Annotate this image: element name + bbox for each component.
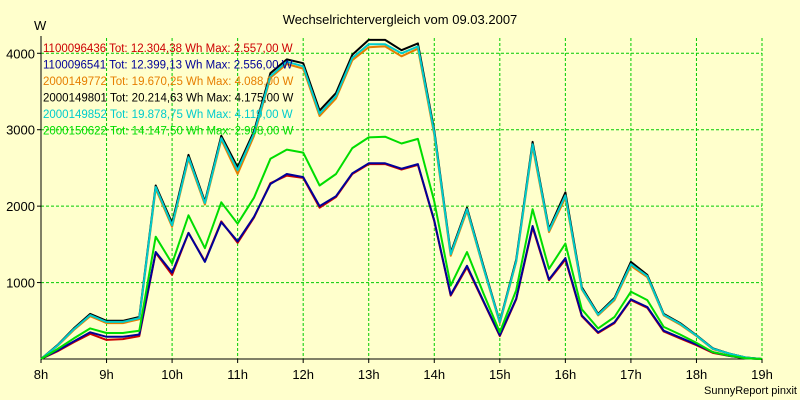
series-line-1100096541 bbox=[40, 162, 763, 360]
x-tick-label: 18h bbox=[686, 367, 708, 382]
x-tick-label: 13h bbox=[358, 367, 380, 382]
legend-entry-2000149852: 2000149852 Tot: 19.878,75 Wh Max: 4.119,… bbox=[43, 109, 293, 121]
x-tick-label: 8h bbox=[34, 367, 48, 382]
series-line-2000150622 bbox=[40, 135, 763, 360]
x-tick-label: 17h bbox=[620, 367, 642, 382]
x-tick-label: 10h bbox=[161, 367, 183, 382]
footer-credit: SunnyReport pinxit bbox=[704, 385, 797, 397]
x-tick-label: 19h bbox=[751, 367, 773, 382]
series-line-2000149852 bbox=[40, 43, 763, 360]
legend: 1100096436 Tot: 12.304,38 Wh Max: 2.557,… bbox=[43, 43, 294, 138]
legend-entry-2000150622: 2000150622 Tot: 14.147,50 Wh Max: 2.908,… bbox=[43, 126, 294, 138]
x-tick-label: 12h bbox=[292, 367, 314, 382]
x-tick-label: 14h bbox=[423, 367, 445, 382]
x-tick-label: 15h bbox=[489, 367, 511, 382]
legend-entry-1100096541: 1100096541 Tot: 12.399,13 Wh Max: 2.556,… bbox=[43, 60, 293, 72]
x-tick-label: 11h bbox=[227, 367, 248, 382]
legend-entry-2000149772: 2000149772 Tot: 19.670,25 Wh Max: 4.088,… bbox=[43, 76, 294, 88]
y-tick-label: 3000 bbox=[6, 123, 35, 138]
y-tick-label: 2000 bbox=[6, 199, 35, 214]
legend-entry-1100096436: 1100096436 Tot: 12.304,38 Wh Max: 2.557,… bbox=[43, 43, 293, 55]
chart-title: Wechselrichtervergleich vom 09.03.2007 bbox=[283, 12, 518, 27]
y-axis-label: W bbox=[34, 18, 47, 33]
tick-labels: 8h 9h 10h 11h 12h 13h 14h 15h 16h 17h 18h 19h 1000 20… bbox=[6, 46, 773, 382]
series-lines bbox=[40, 38, 763, 360]
legend-entry-2000149801: 2000149801 Tot: 20.214,63 Wh Max: 4.175,… bbox=[43, 93, 294, 105]
axes bbox=[40, 36, 762, 360]
x-tick-label: 9h bbox=[99, 367, 113, 382]
x-tick-label: 16h bbox=[555, 367, 577, 382]
y-tick-label: 1000 bbox=[6, 276, 35, 291]
y-tick-label: 4000 bbox=[6, 46, 35, 61]
